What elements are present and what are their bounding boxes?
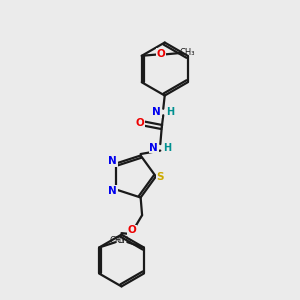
- Text: N: N: [149, 142, 158, 153]
- Text: O: O: [128, 226, 136, 236]
- Text: S: S: [157, 172, 164, 182]
- Text: H: H: [166, 107, 174, 117]
- Text: CH₃: CH₃: [117, 236, 132, 245]
- Text: N: N: [152, 107, 161, 117]
- Text: N: N: [108, 156, 117, 166]
- Text: O: O: [136, 118, 144, 128]
- Text: O: O: [157, 49, 165, 59]
- Text: H: H: [163, 142, 171, 153]
- Text: CH₃: CH₃: [179, 48, 195, 57]
- Text: CH₃: CH₃: [110, 236, 125, 245]
- Text: N: N: [108, 186, 117, 196]
